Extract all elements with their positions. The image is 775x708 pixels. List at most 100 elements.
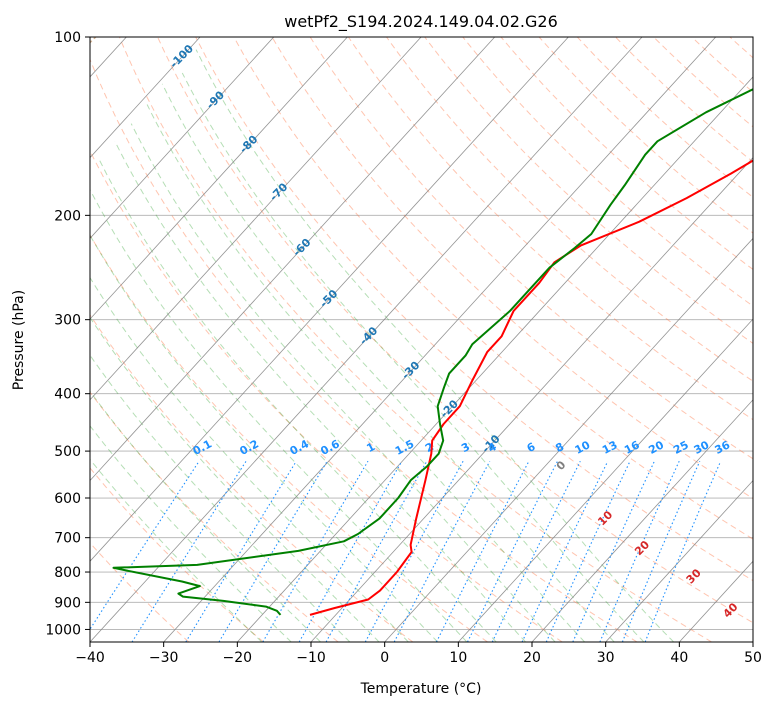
mixing-ratio-line	[545, 460, 631, 642]
mixing-ratio-label: 16	[622, 438, 642, 457]
y-tick-label: 200	[54, 208, 81, 224]
mixing-ratio-label: 13	[600, 438, 620, 457]
moist-adiabat-line	[181, 72, 645, 642]
mixing-ratio-labels: 0.1 0.2 0.4 0.6 1 1.5 2 3 4 6 8 10 13 16 20 25 30 36	[191, 437, 733, 458]
y-tick-label: 1000	[45, 622, 81, 638]
mixing-ratio-label: 0.4	[288, 437, 312, 458]
isotherm-line	[531, 399, 753, 642]
x-tick-label: 40	[670, 650, 688, 666]
y-tick-label: 900	[54, 595, 81, 611]
isotherm-line	[90, 37, 348, 320]
dry-adiabat-line	[90, 149, 563, 642]
isotherm-line	[458, 318, 753, 642]
mixing-ratio-line	[218, 460, 328, 642]
moist-adiabat-line	[90, 425, 292, 642]
dry-adiabat-line	[271, 37, 753, 500]
mixing-ratio-label: 8	[553, 440, 566, 455]
x-tick-label: −30	[149, 650, 179, 666]
mixing-ratio-line	[325, 460, 428, 642]
moist-adiabat-line	[195, 49, 675, 642]
plot-area: -100-90-80-70-60-50-40-30-20-10 0.1 0.2 0.…	[90, 37, 775, 642]
dry-adiabat-line	[653, 37, 753, 128]
moist-adiabats	[90, 49, 675, 642]
mixing-ratio-line	[364, 460, 464, 642]
x-tick-label: 50	[744, 650, 762, 666]
mixing-ratio-line	[521, 460, 609, 642]
isotherm-line	[90, 37, 643, 642]
y-tick-label: 400	[54, 387, 81, 403]
dry-adiabat-label: 10	[595, 508, 615, 528]
mixing-ratio-line	[90, 460, 200, 631]
moist-adiabat-line	[90, 234, 438, 642]
isotherm-line	[90, 37, 569, 562]
mixing-ratio-line	[644, 460, 722, 642]
dry-adiabat-label: 30	[684, 566, 704, 586]
dry-adiabat-line	[500, 37, 753, 271]
dry-adiabat-line	[386, 37, 753, 382]
y-tick-label: 800	[54, 565, 81, 581]
isotherm-line	[90, 37, 496, 482]
dry-adiabat-line	[90, 542, 190, 642]
mixing-ratio-label: 3	[459, 440, 472, 455]
moist-adiabat-line	[130, 123, 556, 642]
mixing-ratio-line	[599, 460, 680, 642]
isotherm-line	[237, 76, 753, 642]
dry-adiabat-line	[157, 37, 753, 624]
mixing-ratio-line	[185, 460, 297, 642]
dry-adiabat-line	[729, 37, 753, 59]
mixing-ratio-line	[435, 460, 530, 642]
mixing-ratio-label: 2	[423, 440, 436, 455]
y-axis-label: Pressure (hPa)	[11, 290, 27, 390]
dry-adiabat-line	[538, 37, 753, 234]
x-tick-label: 0	[380, 650, 389, 666]
dry-adiabat-line	[424, 37, 753, 344]
y-tick-label: 300	[54, 313, 81, 329]
moist-adiabat-line	[90, 188, 468, 642]
mixing-ratio-line	[467, 460, 558, 642]
moist-adiabat-line	[90, 316, 380, 642]
isotherm-line	[384, 237, 753, 642]
dry-adiabat-line	[691, 37, 753, 93]
mixing-ratio-line	[621, 460, 701, 642]
isotherm-line	[752, 641, 753, 642]
mixing-ratio-label: 0.2	[238, 437, 261, 458]
dry-adiabat-label: 20	[632, 538, 652, 558]
mixing-ratio-label: 25	[671, 438, 691, 457]
dry-adiabats	[90, 37, 775, 642]
moist-adiabat-line	[97, 157, 497, 642]
dry-adiabat-line	[233, 37, 753, 540]
dry-adiabat-line	[118, 37, 712, 642]
isotherm-line	[310, 157, 753, 642]
mixing-ratio-line	[393, 460, 491, 642]
mixing-ratio-label: 36	[713, 438, 733, 457]
x-tick-label: −10	[296, 650, 326, 666]
moist-adiabat-line	[90, 390, 321, 642]
mixing-ratio-label: 1	[364, 440, 377, 455]
isotherm-line	[163, 37, 717, 642]
mixing-ratio-label: 20	[646, 438, 666, 457]
x-tick-label: −40	[75, 650, 105, 666]
mixing-ratio-lines	[90, 460, 722, 642]
dry-adiabat-line	[462, 37, 753, 307]
mixing-ratio-line	[262, 460, 369, 642]
x-tick-label: 10	[449, 650, 467, 666]
dry-adiabat-line	[90, 314, 414, 642]
moist-adiabat-line	[114, 141, 526, 642]
mixing-ratio-label: 0.1	[191, 437, 214, 458]
mixing-ratio-line	[298, 460, 403, 642]
dewpoint-profile-line	[112, 88, 753, 616]
isotherm-line	[605, 479, 753, 642]
moist-adiabat-line	[90, 458, 263, 642]
isotherms	[90, 37, 753, 642]
dry-adiabat-line	[347, 37, 753, 421]
moist-adiabat-line	[90, 354, 351, 642]
moist-adiabat-line	[146, 104, 586, 642]
chart-title: wetPf2_S194.2024.149.04.02.G26	[284, 12, 558, 32]
mixing-ratio-label: 30	[692, 438, 712, 457]
isotherm-line	[90, 37, 201, 159]
dry-adiabat-label: 40	[721, 600, 741, 620]
y-tick-label: 600	[54, 491, 81, 507]
y-tick-label: 100	[54, 30, 81, 46]
dry-adiabat-line	[768, 37, 775, 642]
dry-adiabat-line	[195, 37, 753, 582]
